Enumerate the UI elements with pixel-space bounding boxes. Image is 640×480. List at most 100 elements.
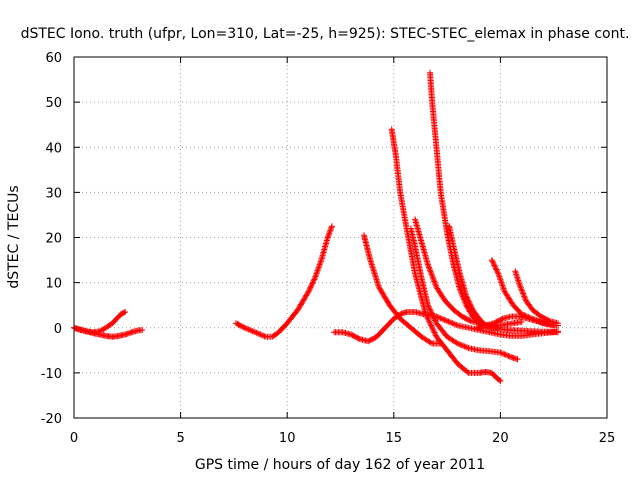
- data-point: [425, 263, 432, 269]
- series-arc7: [407, 225, 521, 363]
- data-point: [453, 339, 460, 346]
- data-point: [246, 327, 253, 333]
- data-point: [492, 265, 499, 272]
- data-point: [425, 303, 432, 310]
- x-tick-label: 15: [386, 431, 403, 446]
- x-axis-label: GPS time / hours of day 162 of year 2011: [195, 457, 485, 473]
- data-point: [434, 314, 441, 320]
- data-point: [309, 280, 316, 287]
- data-point: [257, 331, 264, 338]
- data-point: [466, 299, 473, 306]
- data-point: [449, 320, 456, 327]
- data-point: [253, 329, 260, 336]
- data-point: [464, 344, 471, 351]
- series-arc2: [71, 324, 146, 340]
- data-point: [329, 223, 335, 230]
- data-point: [502, 351, 509, 358]
- data-point: [440, 316, 447, 323]
- data-point: [249, 328, 256, 335]
- data-point: [328, 224, 335, 231]
- data-point: [518, 318, 525, 325]
- data-point: [430, 326, 437, 333]
- data-point: [467, 301, 474, 308]
- series-arc4: [331, 309, 427, 345]
- data-point: [99, 326, 106, 333]
- data-point: [307, 284, 314, 291]
- data-point: [461, 297, 468, 304]
- data-point: [460, 342, 467, 349]
- data-point: [456, 286, 463, 293]
- data-point: [494, 267, 500, 274]
- data-point: [446, 319, 453, 326]
- data-point: [496, 377, 503, 384]
- data-point: [521, 294, 528, 301]
- data-point: [426, 318, 433, 325]
- data-point: [490, 259, 497, 266]
- data-point: [465, 298, 472, 305]
- data-point: [438, 315, 445, 322]
- data-point: [431, 279, 438, 286]
- data-point: [498, 350, 505, 357]
- y-tick-label: 10: [45, 277, 62, 292]
- x-tick-label: 10: [279, 431, 296, 446]
- data-point: [463, 293, 470, 300]
- series-arc13: [512, 268, 561, 327]
- data-point: [430, 275, 437, 282]
- data-point: [453, 321, 460, 328]
- data-point: [427, 339, 434, 346]
- data-point: [308, 281, 315, 288]
- data-point: [139, 327, 146, 333]
- data-point: [514, 356, 521, 363]
- data-point: [489, 258, 496, 265]
- data-point: [464, 295, 471, 302]
- data-point: [518, 286, 525, 293]
- data-point: [493, 266, 500, 273]
- grid-lines: [74, 57, 607, 418]
- data-point: [555, 328, 561, 335]
- data-point: [468, 304, 475, 310]
- x-tick-label: 0: [70, 431, 78, 446]
- y-tick-label: 0: [54, 322, 62, 337]
- data-point: [494, 269, 501, 276]
- data-point: [504, 352, 511, 359]
- data-point: [498, 316, 505, 323]
- data-point: [450, 320, 457, 327]
- data-point: [304, 289, 311, 296]
- y-tick-label: 50: [45, 96, 62, 111]
- chart-title: dSTEC Iono. truth (ufpr, Lon=310, Lat=-2…: [21, 26, 630, 42]
- data-point: [516, 281, 523, 288]
- axis-ticks: 0 5 10 15 20 25 -20 -10 0 10 20 30 40 50 60: [41, 51, 616, 446]
- data-point: [424, 302, 431, 309]
- data-point: [305, 288, 312, 295]
- data-point: [521, 293, 528, 300]
- y-tick-label: 30: [45, 186, 62, 201]
- data-point: [306, 285, 313, 292]
- data-point: [308, 283, 315, 290]
- data-point: [426, 306, 433, 313]
- data-point: [436, 314, 443, 321]
- data-point: [432, 331, 439, 337]
- data-point: [429, 325, 436, 332]
- series-arc14: [473, 313, 561, 331]
- data-point: [310, 279, 316, 286]
- data-point: [492, 263, 499, 270]
- data-point: [491, 262, 498, 269]
- data-point: [465, 297, 472, 304]
- data-point: [122, 309, 129, 315]
- series-arc3: [233, 223, 335, 340]
- data-point: [462, 343, 469, 350]
- data-point: [426, 305, 433, 311]
- series-arc6: [388, 126, 504, 384]
- x-tick-label: 25: [599, 431, 616, 446]
- data-point: [555, 322, 561, 329]
- y-tick-label: 60: [45, 51, 62, 66]
- data-point: [488, 257, 495, 264]
- data-point: [427, 267, 433, 274]
- data-point: [261, 333, 268, 340]
- data-point: [325, 233, 332, 240]
- data-point: [242, 325, 249, 332]
- data-point: [500, 350, 507, 357]
- data-point: [427, 321, 434, 328]
- data-point: [464, 368, 471, 375]
- data-point: [245, 326, 252, 333]
